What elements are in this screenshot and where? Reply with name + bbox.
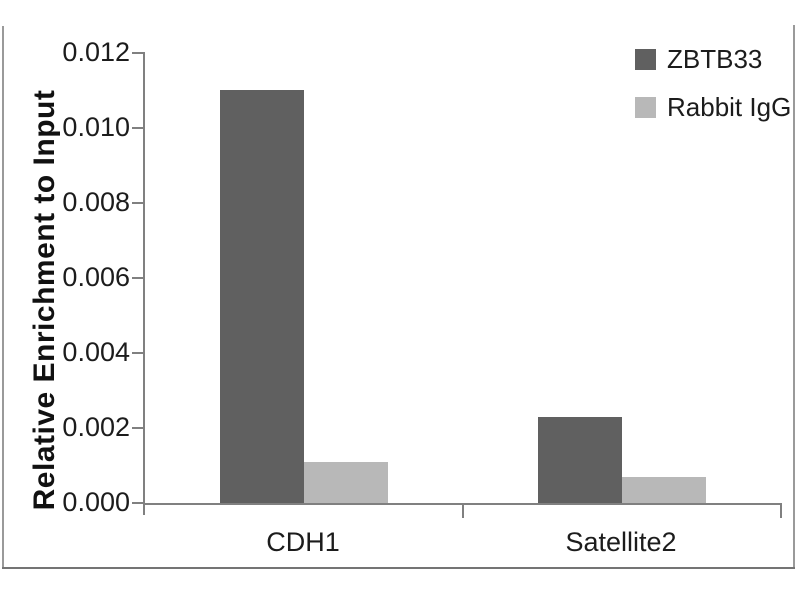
y-tick-label-0.000: 0.000	[62, 487, 130, 517]
x-tick-mark-0	[462, 505, 464, 518]
y-tick-label-0.004: 0.004	[62, 337, 130, 367]
y-tick-mark-0.000	[132, 502, 143, 504]
y-tick-label-0.010: 0.010	[62, 112, 130, 142]
legend-swatch-rabbit-igg	[635, 96, 656, 118]
x-tick-mark-1	[780, 505, 782, 518]
legend-label-rabbit-igg: Rabbit IgG	[667, 92, 792, 122]
y-tick-mark-0.012	[132, 52, 143, 54]
bar-rabbit-igg-satellite2	[621, 477, 706, 503]
y-tick-label-0.002: 0.002	[62, 412, 130, 442]
legend-label-zbtb33: ZBTB33	[667, 44, 763, 74]
y-tick-label-0.006: 0.006	[62, 262, 130, 292]
figure-border-right	[793, 25, 795, 568]
y-tick-mark-0.008	[132, 202, 143, 204]
legend-item-zbtb33: ZBTB33	[635, 46, 791, 72]
x-axis-line	[143, 503, 782, 505]
bar-zbtb33-satellite2	[537, 417, 622, 503]
legend: ZBTB33 Rabbit IgG	[635, 46, 791, 120]
y-tick-mark-0.004	[132, 352, 143, 354]
figure-border-left	[2, 26, 4, 568]
y-tick-label-0.008: 0.008	[62, 187, 130, 217]
bar-rabbit-igg-cdh1	[303, 462, 388, 503]
y-tick-label-0.012: 0.012	[62, 37, 130, 67]
legend-item-rabbit-igg: Rabbit IgG	[635, 94, 791, 120]
y-axis-line	[143, 52, 145, 515]
bar-zbtb33-cdh1	[219, 90, 304, 503]
y-tick-mark-0.006	[132, 277, 143, 279]
y-tick-mark-0.010	[132, 127, 143, 129]
legend-swatch-zbtb33	[635, 48, 656, 70]
x-category-label-cdh1: CDH1	[266, 527, 340, 557]
x-category-label-satellite2: Satellite2	[565, 527, 677, 557]
figure-border-bottom	[2, 567, 795, 569]
y-tick-mark-0.002	[132, 427, 143, 429]
